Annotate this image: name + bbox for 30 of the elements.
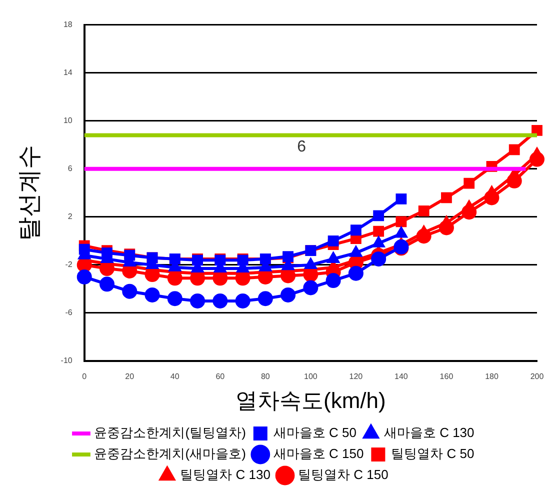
x-tick-label: 140 [394, 372, 408, 382]
legend-label: 윤중감소한계치(틸팅열차) [94, 425, 246, 440]
y-tick-label: 6 [68, 164, 73, 174]
x-tick-label: 120 [349, 372, 364, 382]
y-tick-label: -6 [65, 308, 73, 318]
x-tick-label: 200 [530, 372, 544, 382]
y-tick-label: 2 [68, 212, 73, 222]
x-tick-label: 160 [440, 372, 454, 382]
legend-label: 틸팅열차 C 130 [180, 467, 271, 482]
annotation: 6 [297, 138, 306, 156]
y-tick-label: 18 [63, 20, 73, 30]
legend-label: 새마을호 C 50 [273, 425, 356, 440]
y-tick-label: -2 [65, 260, 73, 270]
legend-label: 틸팅열차 C 150 [298, 467, 388, 482]
legend-label: 새마을호 C 130 [384, 425, 474, 440]
x-tick-label: 0 [82, 372, 88, 382]
y-tick-label: 14 [63, 68, 73, 78]
y-tick-label: 10 [63, 116, 73, 126]
legend-label: 윤중감소한계치(새마을호) [94, 446, 246, 462]
x-tick-label: 40 [170, 372, 180, 382]
x-axis-title: 열차속도(km/h) [236, 388, 386, 413]
y-tick-label: -10 [60, 356, 73, 366]
x-tick-label: 180 [485, 372, 499, 382]
x-tick-label: 60 [216, 372, 226, 382]
legend-label: 새마을호 C 150 [273, 446, 364, 462]
x-tick-label: 100 [304, 372, 318, 382]
x-tick-label: 20 [125, 372, 135, 382]
legend-label: 틸팅열차 C 50 [391, 446, 474, 462]
x-tick-label: 80 [260, 372, 270, 382]
y-axis-title: 탈선계수 [16, 144, 44, 241]
